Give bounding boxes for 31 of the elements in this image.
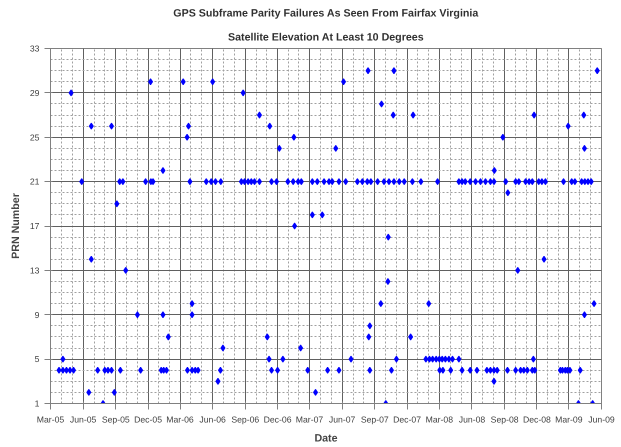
y-tick-label: 33 [30,44,40,54]
x-tick-label: Dec-08 [522,414,552,424]
y-tick-label: 29 [30,88,40,98]
x-tick-label: Sep-07 [360,414,389,424]
x-tick-label: Mar-08 [426,414,454,424]
x-tick-label: Jun-05 [70,414,97,424]
x-tick-label: Mar-09 [555,414,583,424]
y-tick-label: 17 [30,221,40,231]
x-tick-label: Dec-06 [264,414,292,424]
x-tick-label: Jun-08 [458,414,486,424]
x-tick-label: Sep-05 [102,414,130,424]
chart-title: GPS Subframe Parity Failures As Seen From Fairfax Virginia [173,8,478,20]
x-tick-label: Jun-07 [328,414,356,424]
x-tick-label: Sep-06 [231,414,260,424]
chart-subtitle: Satellite Elevation At Least 10 Degrees [228,32,424,44]
y-tick-label: 9 [34,310,40,320]
y-tick-label: 5 [34,354,40,364]
x-tick-label: Mar-06 [166,414,194,424]
x-tick-label: Jun-09 [588,414,615,424]
y-tick-label: 21 [30,176,40,187]
x-tick-label: Mar-07 [296,414,324,424]
x-axis-title: Date [314,432,338,444]
x-tick-label: Sep-08 [490,414,519,424]
x-tick-label: Jun-06 [199,414,226,424]
y-axis-title: PRN Number [10,193,22,259]
x-tick-label: Dec-07 [393,414,422,424]
x-tick-label: Dec-05 [134,414,162,424]
y-tick-label: 13 [30,265,40,276]
x-tick-label: Mar-05 [36,414,64,424]
y-tick-label: 1 [34,398,40,408]
y-tick-label: 25 [30,132,40,142]
